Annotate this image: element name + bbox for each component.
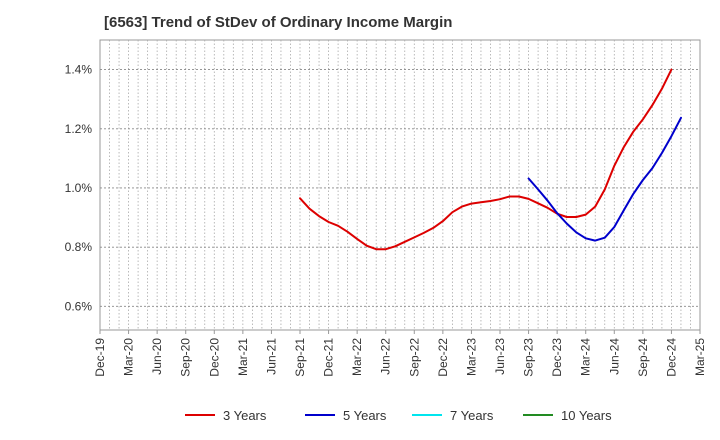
x-tick-label: Dec-19 (93, 338, 107, 377)
series-line-3-years (299, 68, 673, 251)
x-tick-label: Sep-22 (407, 338, 421, 377)
x-tick-label: Dec-23 (550, 338, 564, 377)
y-tick-label: 1.2% (65, 122, 93, 136)
x-tick-label: Mar-24 (579, 338, 593, 376)
x-tick-label: Jun-23 (493, 338, 507, 375)
x-tick-label: Mar-23 (464, 338, 478, 376)
x-tick-label: Dec-20 (207, 338, 221, 377)
legend-label: 10 Years (561, 408, 612, 423)
x-tick-label: Sep-24 (636, 338, 650, 377)
x-tick-label: Sep-23 (522, 338, 536, 377)
x-tick-label: Dec-24 (664, 338, 678, 377)
x-tick-label: Jun-21 (264, 338, 278, 375)
y-tick-label: 0.8% (65, 240, 93, 254)
series-line-5-years (527, 116, 682, 242)
x-tick-label: Jun-22 (379, 338, 393, 375)
x-tick-label: Mar-20 (122, 338, 136, 376)
x-tick-label: Jun-24 (607, 338, 621, 375)
plot-area (99, 39, 701, 331)
x-tick-label: Jun-20 (150, 338, 164, 375)
x-tick-label: Mar-22 (350, 338, 364, 376)
chart-title: [6563] Trend of StDev of Ordinary Income… (104, 14, 453, 31)
y-tick-label: 1.0% (65, 181, 93, 195)
x-tick-label: Mar-25 (693, 338, 707, 376)
x-tick-label: Dec-22 (436, 338, 450, 377)
y-tick-label: 0.6% (65, 299, 93, 313)
x-tick-label: Sep-20 (179, 338, 193, 377)
y-tick-label: 1.4% (65, 63, 93, 77)
x-tick-label: Dec-21 (322, 338, 336, 377)
legend-label: 3 Years (223, 408, 267, 423)
legend-label: 7 Years (450, 408, 494, 423)
legend-label: 5 Years (343, 408, 387, 423)
x-tick-label: Sep-21 (293, 338, 307, 377)
x-tick-label: Mar-21 (236, 338, 250, 376)
